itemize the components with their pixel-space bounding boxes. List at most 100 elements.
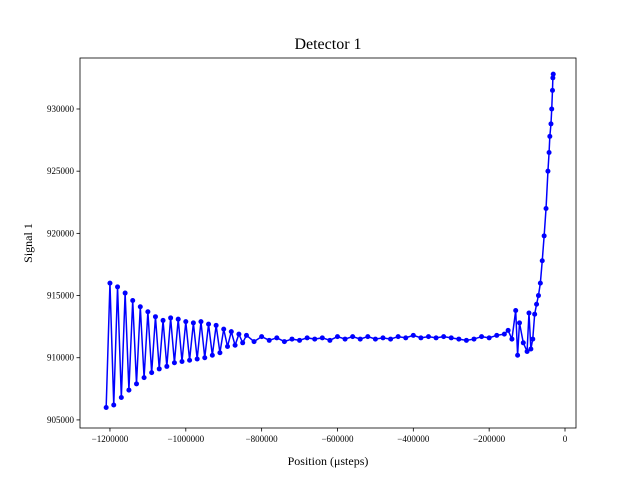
data-point — [532, 311, 538, 317]
data-point — [549, 87, 555, 93]
data-point — [187, 357, 193, 363]
x-tick-label: −200000 — [473, 434, 506, 444]
data-point — [501, 331, 507, 337]
data-point — [274, 335, 280, 341]
data-point — [118, 395, 124, 401]
data-point — [111, 402, 117, 408]
x-tick-label: −1200000 — [92, 434, 129, 444]
data-point — [289, 336, 295, 342]
data-point — [425, 334, 431, 340]
data-point — [541, 233, 547, 239]
data-point — [103, 404, 109, 410]
data-point — [505, 327, 511, 333]
data-point — [549, 106, 555, 112]
data-point — [410, 332, 416, 338]
data-point — [266, 337, 272, 343]
data-point — [530, 336, 536, 342]
data-point — [217, 350, 223, 356]
data-point — [545, 168, 551, 174]
data-point — [471, 336, 477, 342]
data-point — [225, 344, 231, 350]
data-point — [534, 301, 540, 307]
data-point — [515, 352, 521, 358]
data-point — [281, 339, 287, 345]
data-point — [179, 358, 185, 364]
data-point — [357, 336, 363, 342]
data-point — [319, 335, 325, 341]
data-point — [312, 336, 318, 342]
data-point — [152, 314, 158, 320]
data-point — [535, 293, 541, 299]
x-tick-label: −400000 — [397, 434, 430, 444]
data-point — [183, 319, 189, 325]
data-point — [122, 290, 128, 296]
y-tick-label: 910000 — [47, 353, 75, 363]
data-point — [342, 336, 348, 342]
data-point — [240, 340, 246, 346]
y-tick-label: 915000 — [47, 291, 75, 301]
data-point — [334, 334, 340, 340]
data-point — [516, 320, 522, 326]
data-point — [520, 340, 526, 346]
x-tick-label: −1000000 — [168, 434, 205, 444]
data-point — [395, 334, 401, 340]
data-point — [259, 334, 265, 340]
data-point — [168, 315, 174, 321]
data-point — [528, 346, 534, 352]
chart-title: Detector 1 — [294, 36, 361, 53]
data-point — [107, 280, 113, 286]
plot-frame — [79, 57, 577, 429]
data-point — [194, 356, 200, 362]
y-axis-label: Signal 1 — [21, 223, 35, 263]
y-tick-label: 925000 — [47, 166, 75, 176]
data-point — [141, 375, 147, 381]
data-point — [350, 334, 356, 340]
x-axis-label: Position (μsteps) — [288, 454, 369, 468]
data-point — [388, 336, 394, 342]
data-point — [209, 352, 215, 358]
data-point — [190, 320, 196, 326]
data-point — [546, 150, 552, 156]
data-point — [547, 133, 553, 139]
data-point — [297, 337, 303, 343]
x-tick-label: −600000 — [321, 434, 354, 444]
x-tick-label: −800000 — [246, 434, 279, 444]
data-point — [418, 335, 424, 341]
data-point — [175, 316, 181, 322]
y-tick-label: 920000 — [47, 228, 75, 238]
data-point — [550, 71, 556, 77]
data-point — [550, 75, 556, 81]
data-point — [304, 335, 310, 341]
data-point — [539, 258, 545, 264]
data-point — [537, 280, 543, 286]
data-point — [403, 335, 409, 341]
data-point — [126, 387, 132, 393]
data-point — [543, 205, 549, 211]
data-point — [251, 339, 257, 345]
data-point — [149, 370, 155, 376]
data-point — [327, 337, 333, 343]
data-point — [479, 334, 485, 340]
data-point — [206, 321, 212, 327]
data-point — [134, 381, 140, 387]
data-point — [232, 342, 238, 348]
data-point — [228, 329, 234, 335]
x-tick-label: 0 — [563, 434, 568, 444]
data-line — [105, 74, 554, 408]
data-point — [198, 319, 204, 325]
data-point — [115, 284, 121, 290]
data-point — [156, 366, 162, 372]
data-point — [456, 336, 462, 342]
data-point — [509, 336, 515, 342]
data-point — [486, 335, 492, 341]
data-point — [494, 332, 500, 338]
data-point — [243, 332, 249, 338]
data-point — [380, 335, 386, 341]
data-point — [202, 355, 208, 361]
data-point — [137, 304, 143, 310]
data-point — [130, 298, 136, 304]
data-point — [524, 349, 530, 355]
data-point — [145, 309, 151, 315]
